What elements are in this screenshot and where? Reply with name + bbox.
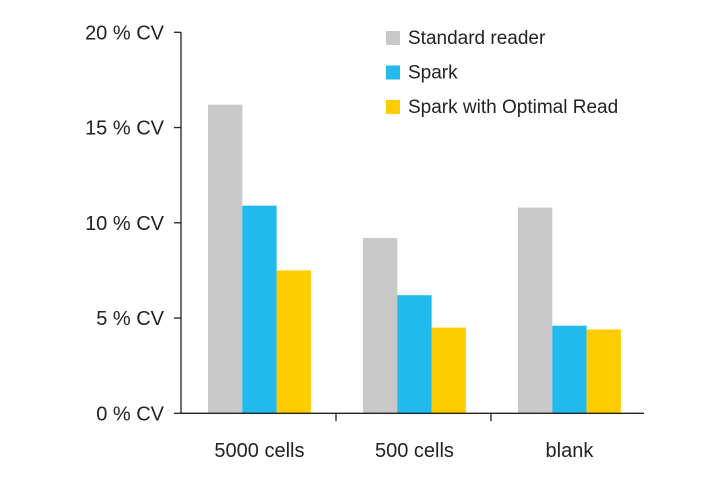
x-tick-label: 500 cells: [375, 440, 454, 462]
bar-1-1: [397, 295, 432, 414]
legend-swatch-1: [386, 65, 400, 80]
y-tick-label: 20 % CV: [85, 22, 165, 44]
legend-label-2: Spark with Optimal Read: [408, 97, 618, 118]
y-tick-label: 5 % CV: [96, 308, 164, 330]
bar-2-0: [518, 207, 553, 414]
y-tick-label: 0 % CV: [96, 403, 164, 425]
bar-0-1: [242, 205, 277, 414]
legend-swatch-0: [386, 31, 400, 45]
y-tick-label: 15 % CV: [85, 118, 165, 140]
y-tick-label: 10 % CV: [85, 213, 165, 235]
legend-label-1: Spark: [408, 63, 458, 84]
bar-1-2: [431, 327, 466, 414]
bar-0-2: [276, 270, 311, 414]
x-tick-label: 5000 cells: [214, 440, 304, 462]
x-tick-label: blank: [546, 440, 595, 462]
bar-2-1: [552, 325, 587, 414]
legend-swatch-2: [386, 100, 400, 114]
bar-1-0: [363, 238, 398, 414]
legend-label-0: Standard reader: [408, 28, 546, 49]
bar-0-0: [208, 104, 243, 414]
bar-2-2: [586, 329, 621, 414]
